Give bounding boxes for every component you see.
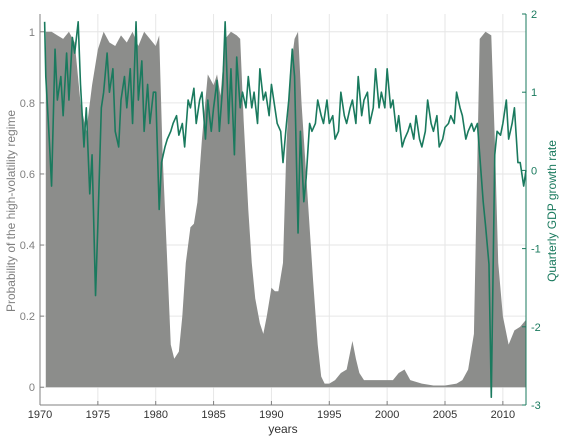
right-y-tick-label: 2 — [531, 9, 537, 21]
right-y-axis-label: Quarterly GDP growth rate — [545, 140, 559, 282]
x-tick-label: 1975 — [86, 409, 110, 421]
gdp-growth-line — [43, 21, 527, 398]
right-y-tick-label: -3 — [531, 400, 541, 412]
x-tick-label: 1990 — [259, 409, 283, 421]
left-y-axis-label: Probability of the high-volatility regim… — [4, 110, 18, 312]
x-axis-label: years — [268, 422, 297, 436]
regime-probability-area — [45, 31, 527, 388]
left-y-tick-label: 0.6 — [20, 169, 35, 181]
x-tick-label: 2000 — [375, 409, 399, 421]
ticks-layer: 1970 1975 1980 1985 1990 1995 2000 2005 2010 0 0.2… — [20, 9, 541, 421]
right-y-tick-label: -1 — [531, 244, 541, 256]
right-y-tick-label: 0 — [531, 165, 537, 177]
x-tick-label: 1995 — [317, 409, 341, 421]
x-tick-label: 1985 — [201, 409, 225, 421]
left-y-tick-label: 0.4 — [20, 240, 35, 252]
left-y-tick-label: 0 — [29, 382, 35, 394]
x-tick-label: 2005 — [433, 409, 457, 421]
line-layer — [43, 21, 527, 398]
left-y-tick-label: 1 — [29, 27, 35, 39]
x-tick-label: 1970 — [28, 409, 52, 421]
right-y-tick-label: 1 — [531, 87, 537, 99]
left-y-tick-label: 0.8 — [20, 98, 35, 110]
x-tick-label: 2010 — [491, 409, 515, 421]
area-layer — [45, 31, 527, 388]
x-tick-label: 1980 — [143, 409, 167, 421]
left-y-tick-label: 0.2 — [20, 311, 35, 323]
right-y-tick-label: -2 — [531, 322, 541, 334]
